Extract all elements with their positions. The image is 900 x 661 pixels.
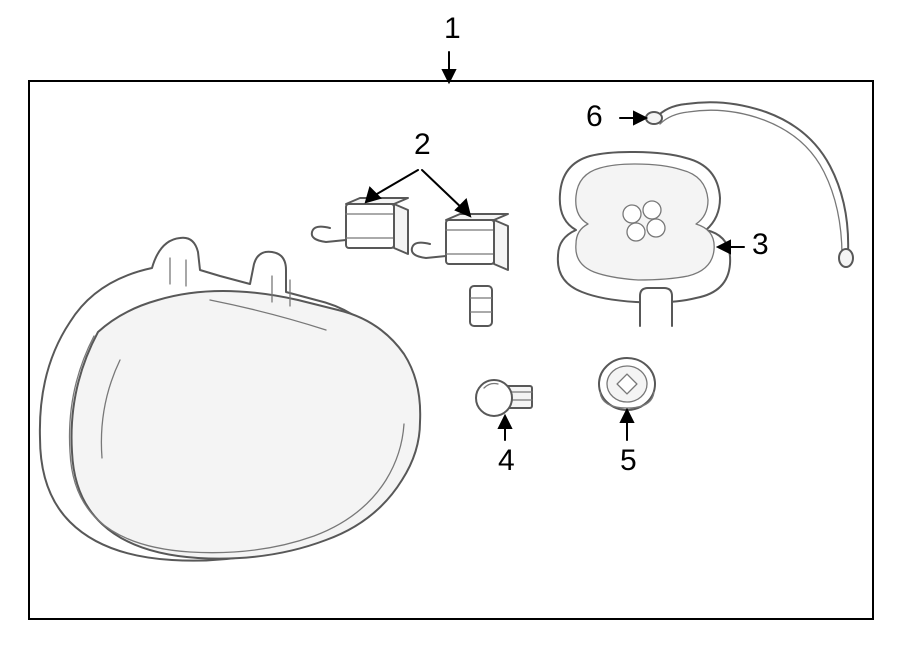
part-rear-cover (558, 152, 730, 326)
part-headlamp-assembly (40, 238, 420, 561)
part-bulb-socket-left (312, 198, 408, 254)
callout-label-1: 1 (444, 12, 461, 46)
part-rear-cover-stem (470, 286, 492, 326)
part-bulb-socket-right (412, 214, 508, 270)
diagram-stage: 1 2 3 4 5 6 (0, 0, 900, 661)
diagram-drawing (0, 0, 900, 661)
part-grommet (599, 358, 655, 410)
callout-label-2: 2 (414, 128, 431, 162)
callout-label-4: 4 (498, 444, 515, 478)
callout-label-3: 3 (752, 228, 769, 262)
callout-label-6: 6 (586, 100, 603, 134)
part-small-bulb (476, 380, 532, 416)
callout-label-5: 5 (620, 444, 637, 478)
